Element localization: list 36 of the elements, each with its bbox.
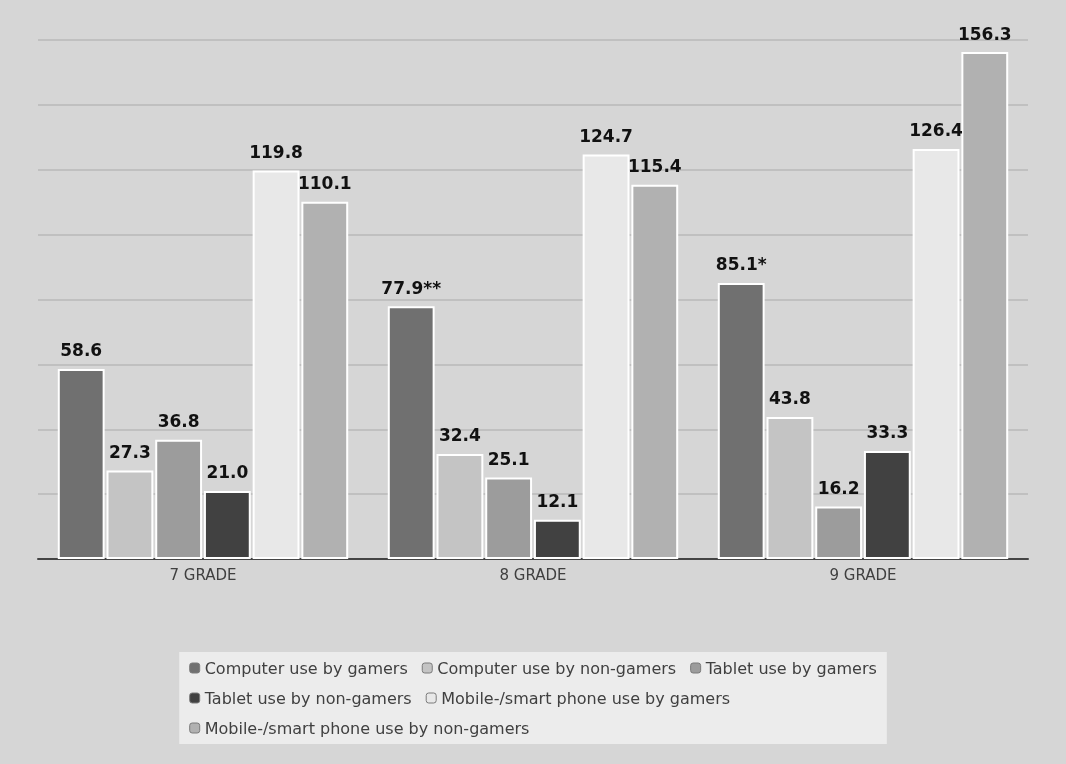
data-label: 124.7 [579,126,633,146]
legend-label: Computer use by non-gamers [437,658,677,678]
data-label: 126.4 [909,120,964,141]
x-tick-label: 7 GRADE [169,565,237,584]
x-tick-label: 8 GRADE [499,565,567,584]
bar [485,477,533,559]
bar [912,148,960,559]
data-label: 27.3 [108,441,151,462]
data-label: 25.1 [487,449,530,470]
data-label: 110.1 [297,173,352,194]
legend-label: Tablet use by gamers [704,658,877,678]
data-label: 33.3 [866,422,909,443]
bar [815,506,863,559]
bar [387,306,435,559]
legend-label: Tablet use by non-gamers [203,688,412,708]
legend-label: Mobile-/smart phone use by gamers [441,688,731,708]
data-label: 16.2 [817,477,860,498]
data-label: 156.3 [957,23,1012,44]
bar [57,368,105,559]
legend-label: Mobile-/smart phone use by non-gamers [204,718,530,738]
x-tick-label: 9 GRADE [829,565,897,584]
data-label: 77.9** [381,277,442,298]
data-label: 21.0 [206,462,249,483]
data-label: 58.6 [60,340,103,361]
bar [155,439,203,559]
data-label: 32.4 [438,425,482,446]
bar [582,154,630,559]
bar [252,170,300,559]
data-label: 43.8 [768,388,811,409]
bar [717,282,765,559]
legend-label: Computer use by gamers [204,658,408,678]
data-label: 12.1 [536,491,579,512]
data-label: 115.4 [627,156,682,177]
data-label: 36.8 [157,411,200,432]
data-label: 119.8 [249,141,303,162]
data-label: 85.1* [715,254,767,275]
